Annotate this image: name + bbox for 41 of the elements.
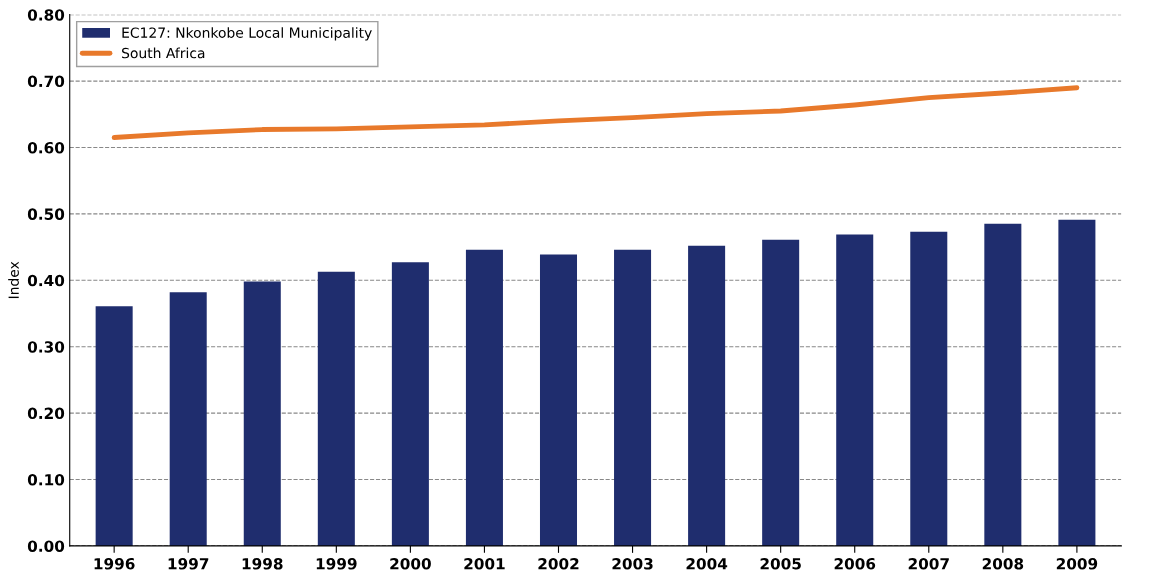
legend-label: South Africa bbox=[122, 47, 205, 59]
bar bbox=[391, 262, 429, 546]
bar bbox=[465, 249, 503, 546]
x-tick-label: 2003 bbox=[612, 557, 653, 570]
x-tick-label: 2002 bbox=[538, 557, 579, 570]
bar bbox=[688, 245, 726, 546]
y-tick-label: 0.80 bbox=[27, 9, 65, 21]
x-tick-label: 1997 bbox=[168, 558, 209, 570]
bar bbox=[984, 223, 1022, 546]
y-tick-label: 0.00 bbox=[27, 540, 65, 552]
bar bbox=[243, 281, 281, 546]
bar bbox=[539, 254, 578, 546]
y-tick-label: 0.20 bbox=[27, 407, 65, 420]
x-tick-label: 2001 bbox=[464, 557, 505, 570]
y-tick-label: 0.70 bbox=[27, 75, 65, 88]
bar bbox=[169, 292, 207, 546]
bar bbox=[1058, 219, 1096, 546]
bar bbox=[910, 231, 948, 546]
x-tick-label: 1998 bbox=[242, 557, 283, 570]
x-tick-label: 2007 bbox=[908, 557, 949, 570]
x-tick-label: 2005 bbox=[760, 557, 801, 570]
bar bbox=[762, 239, 800, 546]
y-tick-label: 0.40 bbox=[27, 274, 65, 287]
x-tick-label: 2006 bbox=[834, 557, 876, 570]
y-tick-label: 0.10 bbox=[27, 473, 65, 486]
x-tick-label: 2000 bbox=[390, 557, 431, 570]
y-tick-label: 0.50 bbox=[27, 208, 65, 220]
x-tick-label: 2009 bbox=[1056, 557, 1098, 570]
y-axis-title: Index bbox=[8, 261, 19, 299]
line-series bbox=[111, 85, 1080, 140]
x-tick-label: 1996 bbox=[94, 558, 135, 570]
bar bbox=[317, 271, 355, 546]
y-tick-label: 0.60 bbox=[27, 141, 65, 154]
legend-label: EC127: Nkonkobe Local Municipality bbox=[122, 27, 372, 41]
x-tick-label: 2004 bbox=[686, 557, 728, 570]
bar bbox=[614, 249, 652, 546]
bar bbox=[836, 234, 874, 546]
x-tick-label: 1999 bbox=[316, 558, 357, 570]
y-tick-label: 0.30 bbox=[27, 341, 65, 353]
x-tick-label: 2008 bbox=[982, 557, 1024, 570]
bar bbox=[95, 306, 133, 546]
